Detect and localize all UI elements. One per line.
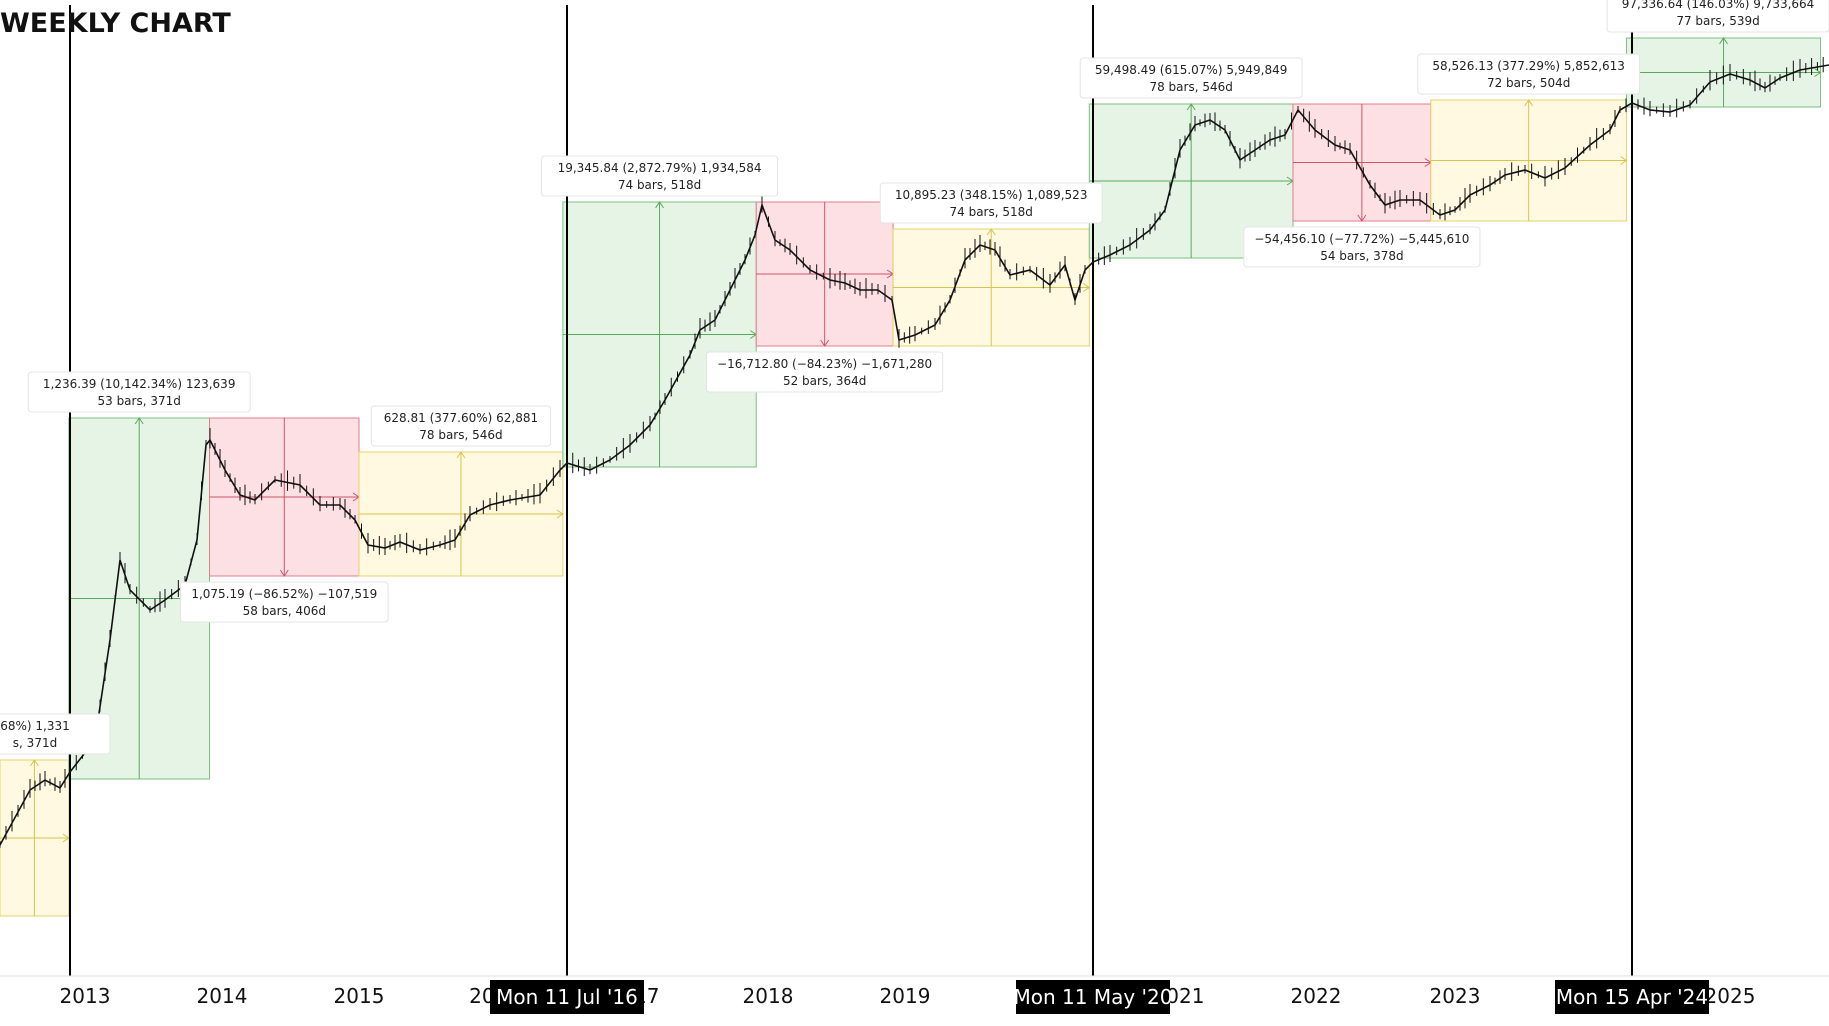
halving-date-bg: [1016, 980, 1170, 1014]
measure-label-card: [706, 351, 944, 393]
measure-box-arrow: [456, 451, 466, 459]
measure-label: 58,526.13 (377.29%) 5,852,613 72 bars, 50…: [1417, 53, 1641, 95]
measure-box-arrow: [556, 509, 564, 519]
measure-label-line1: 10,895.23 (348.15%) 1,089,523: [895, 188, 1088, 202]
measure-box-arrow: [1357, 214, 1367, 222]
measure-box-arrow: [1186, 103, 1196, 111]
measure-label: 59,498.49 (615.07%) 5,949,849 78 bars, 54…: [1079, 57, 1303, 99]
measure-box-arrow: [1620, 156, 1628, 165]
measure-label-card: [0, 713, 111, 755]
x-tick-label: 2022: [1291, 984, 1342, 1008]
measure-box-arrow: [1719, 37, 1728, 45]
measure-label-line1: −16,712.80 (−84.23%) −1,671,280: [717, 357, 932, 371]
measure-box-arrow: [279, 569, 289, 577]
measure-label-card: [541, 155, 779, 197]
measure-label-line2: 52 bars, 364d: [783, 374, 866, 388]
measure-label-line2: 78 bars, 546d: [1149, 80, 1232, 94]
halving-date-labels: Mon 11 Jul '16 Mon 11 May '20 Mon 15 Apr '…: [490, 980, 1709, 1014]
measure-label-line1: 58,526.13 (377.29%) 5,852,613: [1432, 59, 1625, 73]
chart-title: WEEKLY CHART: [0, 8, 231, 39]
measure-label-line1: 97,336.64 (146.03%) 9,733,664: [1622, 0, 1815, 11]
measure-box-loss: [209, 417, 360, 577]
measure-label-card: [179, 581, 389, 623]
x-tick-label: 2023: [1430, 984, 1481, 1008]
x-tick-label: 2025: [1705, 984, 1756, 1008]
measure-label: 628.81 (377.60%) 62,881 78 bars, 546d: [370, 405, 552, 447]
measure-label-line1: 59,498.49 (615.07%) 5,949,849: [1095, 63, 1288, 77]
measure-box-arrow: [1083, 283, 1091, 292]
measure-label-line1: 628.81 (377.60%) 62,881: [384, 411, 538, 425]
measure-label: −54,456.10 (−77.72%) −5,445,610 54 bars, …: [1243, 226, 1481, 268]
measure-labels: 68%) 1,331 s, 371d 1,236.39 (10,142.34%) 1…: [0, 0, 1829, 755]
measure-label-line2: s, 371d: [13, 736, 57, 750]
halving-date-text: Mon 15 Apr '24: [1556, 985, 1708, 1009]
measure-label: 19,345.84 (2,872.79%) 1,934,584 74 bars, …: [541, 155, 779, 197]
price-series: [0, 57, 1829, 848]
measure-box-loss: [755, 201, 894, 347]
halving-date-text: Mon 11 Jul '16: [496, 985, 638, 1009]
halving-date-bg: [1555, 980, 1709, 1014]
measure-label-line2: 58 bars, 406d: [243, 604, 326, 618]
measure-label-card: [1417, 53, 1641, 95]
measure-label-card: [370, 405, 552, 447]
measure-label-line1: 1,075.19 (−86.52%) −107,519: [191, 587, 377, 601]
measure-box-arrow: [134, 417, 144, 425]
x-tick-label: 2014: [197, 984, 248, 1008]
x-tick-label: 2013: [60, 984, 111, 1008]
measure-box-arrow: [820, 339, 830, 347]
measure-label: 68%) 1,331 s, 371d: [0, 713, 111, 755]
measure-label-line1: 68%) 1,331: [0, 719, 70, 733]
measure-box-gain: [562, 201, 758, 468]
measure-label-card: [879, 182, 1103, 224]
halving-date-badge: Mon 11 May '20: [1014, 980, 1173, 1014]
measure-box-neutral: [0, 759, 70, 917]
measure-box-loss: [1292, 103, 1432, 222]
measure-box-arrow: [655, 201, 664, 209]
measure-label-line2: 72 bars, 504d: [1487, 76, 1570, 90]
halving-date-badge: Mon 15 Apr '24: [1555, 980, 1709, 1014]
measure-label-line2: 74 bars, 518d: [950, 205, 1033, 219]
measure-label-line1: −54,456.10 (−77.72%) −5,445,610: [1254, 232, 1469, 246]
measure-label-line2: 53 bars, 371d: [97, 394, 180, 408]
measure-box-arrow: [986, 228, 996, 236]
halving-lines: [69, 5, 1633, 976]
measure-label-line1: 19,345.84 (2,872.79%) 1,934,584: [558, 161, 762, 175]
measure-box-arrow: [30, 759, 39, 767]
measure-box-arrow: [1814, 68, 1822, 77]
measure-label: −16,712.80 (−84.23%) −1,671,280 52 bars, …: [706, 351, 944, 393]
measure-label-card: [1079, 57, 1303, 99]
x-tick-label: 2015: [334, 984, 385, 1008]
time-axis: 2013201420152016201720182019202020212022…: [0, 975, 1829, 1008]
halving-date-badge: Mon 11 Jul '16: [490, 980, 644, 1014]
x-tick-label: 2018: [743, 984, 794, 1008]
halving-date-bg: [490, 980, 644, 1014]
measure-box-neutral: [358, 451, 564, 577]
measure-label-line2: 74 bars, 518d: [618, 178, 701, 192]
measure-label: 1,236.39 (10,142.34%) 123,639 53 bars, 37…: [27, 371, 251, 413]
measure-label: 97,336.64 (146.03%) 9,733,664 77 bars, 53…: [1606, 0, 1829, 33]
measure-box-arrow: [1524, 99, 1534, 107]
measure-box-neutral: [892, 228, 1091, 347]
measure-label: 10,895.23 (348.15%) 1,089,523 74 bars, 51…: [879, 182, 1103, 224]
measure-label-line1: 1,236.39 (10,142.34%) 123,639: [43, 377, 236, 391]
x-tick-label: 2019: [880, 984, 931, 1008]
halving-date-text: Mon 11 May '20: [1014, 985, 1173, 1009]
measure-label-line2: 77 bars, 539d: [1676, 14, 1759, 28]
measure-boxes: [0, 37, 1822, 917]
measure-label: 1,075.19 (−86.52%) −107,519 58 bars, 406d: [179, 581, 389, 623]
measure-label-card: [1243, 226, 1481, 268]
measure-box-arrow: [62, 833, 70, 843]
measure-label-line2: 54 bars, 378d: [1320, 249, 1403, 263]
measure-label-card: [27, 371, 251, 413]
measure-label-line2: 78 bars, 546d: [419, 428, 502, 442]
